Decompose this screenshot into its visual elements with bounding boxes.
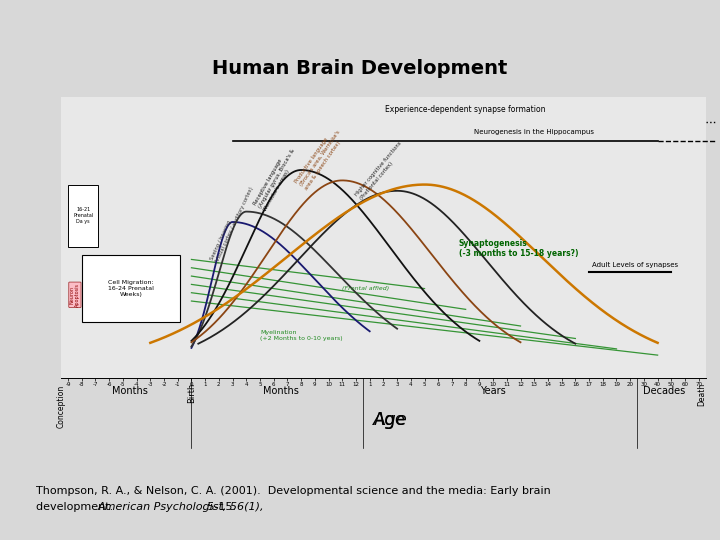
Text: Myelination
(+2 Months to 0-10 years): Myelination (+2 Months to 0-10 years) [260, 330, 343, 341]
Text: Years: Years [480, 386, 506, 396]
Text: Experience-dependent synapse formation: Experience-dependent synapse formation [385, 105, 546, 114]
Text: Months: Months [263, 386, 299, 396]
Text: Productive language
(Broca's area, Wernicke's
area & speech cortex): Productive language (Broca's area, Werni… [294, 126, 346, 191]
Bar [68, 185, 98, 247]
Text: Human Brain Development: Human Brain Development [212, 59, 508, 78]
Text: Cell Migration:
16-24 Prenatal
Weeks): Cell Migration: 16-24 Prenatal Weeks) [108, 280, 154, 297]
Text: Neurogenesis in the Hippocampus: Neurogenesis in the Hippocampus [474, 129, 594, 134]
Text: Months: Months [112, 386, 148, 396]
Text: Seeing / hearing
(Visual cortex / auditory cortex): Seeing / hearing (Visual cortex / audito… [209, 183, 254, 264]
Text: (Frontal affied): (Frontal affied) [342, 286, 390, 291]
Text: Thompson, R. A., & Nelson, C. A. (2001).  Developmental science and the media: E: Thompson, R. A., & Nelson, C. A. (2001).… [36, 486, 551, 496]
Text: 5-15.: 5-15. [204, 502, 236, 512]
Text: development.: development. [36, 502, 120, 512]
Text: Synaptogenesis
(-3 months to 15-18 years?): Synaptogenesis (-3 months to 15-18 years… [459, 239, 578, 258]
Text: Adult Levels of synapses: Adult Levels of synapses [592, 262, 678, 268]
Text: Age: Age [374, 411, 406, 429]
Text: Age: Age [373, 411, 408, 429]
Text: American Psychologist, 56(1),: American Psychologist, 56(1), [97, 502, 264, 512]
Text: Higher cognitive functions
(Prefrontal cortex): Higher cognitive functions (Prefrontal c… [354, 141, 408, 201]
Bar [82, 255, 181, 322]
Text: Neuron
Apoptosis: Neuron Apoptosis [70, 283, 81, 307]
Text: Receptive language
(Angular gyrus, Broca's &
Wernicke's areas): Receptive language (Angular gyrus, Broca… [253, 145, 301, 212]
Text: Decades: Decades [644, 386, 685, 396]
Text: Conception: Conception [57, 384, 66, 428]
Text: Birth: Birth [187, 382, 196, 403]
Text: Death: Death [697, 382, 706, 406]
Text: 16-21
Prenatal
Da ys: 16-21 Prenatal Da ys [73, 207, 94, 224]
